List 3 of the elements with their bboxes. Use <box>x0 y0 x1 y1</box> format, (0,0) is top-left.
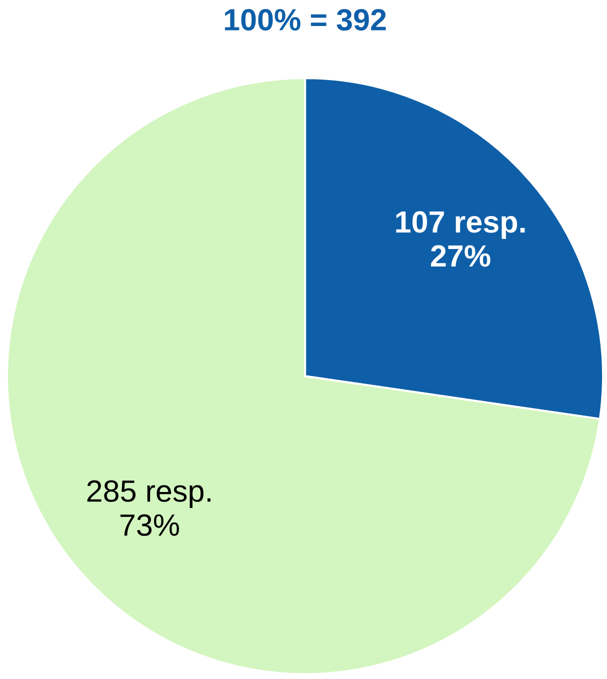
data-label: 107 resp. 27% <box>396 211 525 267</box>
chart-title: 100% = 392 <box>224 8 386 31</box>
data-label: 285 resp. 73% <box>87 480 210 536</box>
